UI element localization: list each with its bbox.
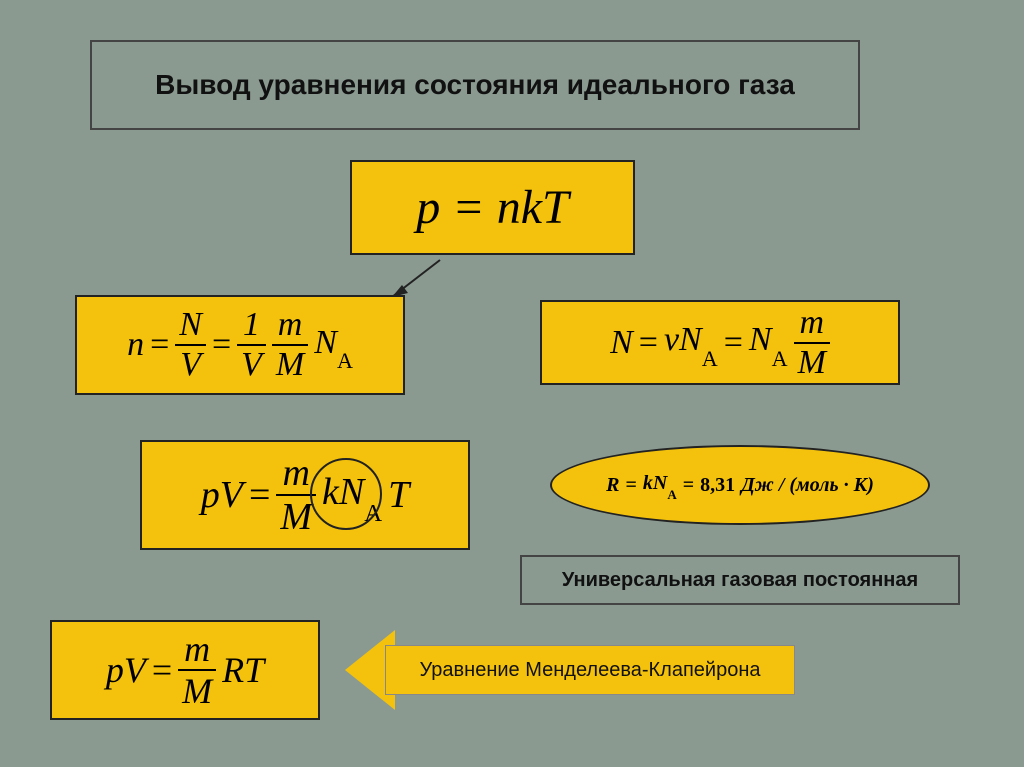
- R-mid-sub: A: [667, 487, 676, 502]
- n-lhs: n: [127, 326, 144, 364]
- pV2-tail: RT: [222, 649, 264, 691]
- pV2-lhs: pV: [106, 649, 146, 691]
- label-mendeleev-text: Уравнение Менделеева-Клапейрона: [419, 659, 760, 682]
- label-universal-text: Универсальная газовая постоянная: [562, 569, 918, 592]
- N-mid: νN: [664, 321, 702, 358]
- formula-R-ellipse: R = kNA = 8,31 Дж / (моль · К): [550, 445, 930, 525]
- pV1-tail1-sub: A: [364, 500, 382, 527]
- formula-pV2: pV = m M RT: [50, 620, 320, 720]
- formula-pV1: pV = m M kNA T: [140, 440, 470, 550]
- N-frac-den: M: [794, 346, 830, 380]
- arrow-body: Уравнение Менделеева-Клапейрона: [385, 645, 795, 695]
- N-mid-sub: A: [702, 346, 718, 371]
- pV2-frac-num: m: [180, 631, 214, 667]
- pV1-tail1: kN: [322, 471, 364, 513]
- N-frac-num: m: [795, 306, 828, 340]
- formula-main: p = nkT: [350, 160, 635, 255]
- formula-pV2-content: pV = m M RT: [106, 631, 264, 709]
- formula-R-content: R = kNA = 8,31 Дж / (моль · К): [606, 472, 874, 498]
- n-frac2-num: 1: [239, 308, 264, 342]
- N-rhs-sub: A: [772, 346, 788, 371]
- formula-pV1-content: pV = m M kNA T: [201, 454, 410, 536]
- pV1-tail2: T: [388, 473, 409, 517]
- n-tail: N: [314, 324, 337, 361]
- formula-main-content: p = nkT: [416, 180, 568, 235]
- R-value: 8,31: [700, 474, 735, 497]
- pV1-frac-num: m: [278, 454, 313, 492]
- n-tail-sub: A: [337, 348, 353, 373]
- R-units: Дж / (моль · К): [741, 474, 874, 497]
- n-frac3-den: M: [272, 348, 308, 382]
- n-frac3-num: m: [274, 308, 307, 342]
- formula-n-content: n = N V = 1 V m M NA: [127, 308, 353, 382]
- formula-bigN: N = νNA = NA m M: [540, 300, 900, 385]
- pV1-frac-den: M: [276, 498, 316, 536]
- n-frac2-den: V: [237, 348, 266, 382]
- R-mid: kN: [643, 472, 667, 494]
- pV2-frac-den: M: [178, 673, 216, 709]
- formula-bigN-content: N = νNA = NA m M: [610, 306, 830, 380]
- formula-n: n = N V = 1 V m M NA: [75, 295, 405, 395]
- pV1-lhs: pV: [201, 473, 243, 517]
- label-universal: Универсальная газовая постоянная: [520, 555, 960, 605]
- R-lhs: R: [606, 474, 619, 497]
- title-text: Вывод уравнения состояния идеального газ…: [155, 69, 795, 101]
- n-frac1-den: V: [176, 348, 205, 382]
- N-rhs: N: [749, 321, 772, 358]
- page-title: Вывод уравнения состояния идеального газ…: [90, 40, 860, 130]
- N-lhs: N: [610, 324, 633, 362]
- n-frac1-num: N: [175, 308, 206, 342]
- arrow-mendeleev: Уравнение Менделеева-Клапейрона: [345, 630, 795, 710]
